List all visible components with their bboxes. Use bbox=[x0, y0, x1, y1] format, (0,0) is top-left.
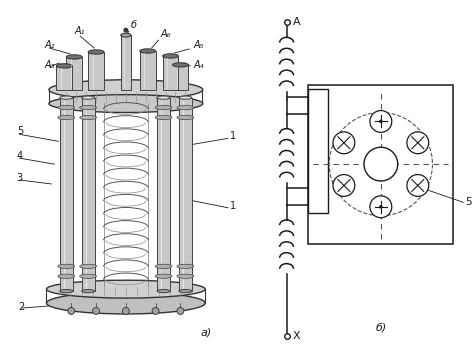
Polygon shape bbox=[163, 56, 178, 90]
Ellipse shape bbox=[49, 80, 203, 100]
Circle shape bbox=[123, 28, 128, 33]
Text: A₃: A₃ bbox=[323, 185, 333, 194]
Text: A₁: A₁ bbox=[74, 26, 85, 36]
Ellipse shape bbox=[121, 34, 131, 37]
Ellipse shape bbox=[155, 115, 172, 120]
Circle shape bbox=[370, 111, 392, 132]
Ellipse shape bbox=[179, 289, 192, 293]
Ellipse shape bbox=[80, 106, 97, 109]
Polygon shape bbox=[121, 35, 131, 90]
Ellipse shape bbox=[58, 115, 75, 120]
Polygon shape bbox=[56, 66, 72, 90]
Circle shape bbox=[333, 174, 355, 196]
Circle shape bbox=[122, 308, 129, 314]
Text: A₄: A₄ bbox=[193, 60, 204, 70]
Polygon shape bbox=[82, 98, 95, 291]
Ellipse shape bbox=[60, 289, 73, 293]
Polygon shape bbox=[140, 51, 155, 90]
Text: A₅: A₅ bbox=[193, 40, 204, 50]
Polygon shape bbox=[66, 57, 82, 90]
Ellipse shape bbox=[157, 289, 170, 293]
Text: A₆: A₆ bbox=[161, 29, 171, 39]
Circle shape bbox=[152, 308, 159, 314]
Polygon shape bbox=[157, 98, 170, 291]
Ellipse shape bbox=[157, 96, 170, 99]
Ellipse shape bbox=[155, 264, 172, 269]
Ellipse shape bbox=[163, 54, 178, 58]
Ellipse shape bbox=[173, 63, 188, 67]
Ellipse shape bbox=[58, 264, 75, 269]
Ellipse shape bbox=[58, 106, 75, 109]
Polygon shape bbox=[179, 98, 192, 291]
Ellipse shape bbox=[82, 289, 95, 293]
Text: A₆: A₆ bbox=[429, 134, 438, 143]
Text: 2: 2 bbox=[18, 302, 25, 312]
Ellipse shape bbox=[80, 274, 97, 278]
Circle shape bbox=[407, 132, 428, 154]
Circle shape bbox=[177, 308, 184, 314]
Ellipse shape bbox=[49, 95, 203, 112]
Ellipse shape bbox=[58, 274, 75, 278]
Ellipse shape bbox=[60, 96, 73, 99]
Text: 5: 5 bbox=[465, 197, 472, 207]
Ellipse shape bbox=[179, 96, 192, 99]
Ellipse shape bbox=[46, 292, 205, 314]
Ellipse shape bbox=[82, 96, 95, 99]
Text: A₅: A₅ bbox=[429, 185, 438, 194]
Ellipse shape bbox=[80, 115, 97, 120]
Ellipse shape bbox=[66, 55, 82, 59]
Ellipse shape bbox=[155, 274, 172, 278]
Text: A₃: A₃ bbox=[45, 60, 55, 70]
Text: A₂: A₂ bbox=[45, 40, 55, 50]
Text: A₁: A₁ bbox=[378, 103, 388, 112]
Text: 4: 4 bbox=[17, 151, 23, 161]
Text: б): б) bbox=[376, 323, 387, 333]
Text: A₂: A₂ bbox=[323, 134, 333, 143]
Text: 5: 5 bbox=[17, 126, 23, 136]
Circle shape bbox=[370, 196, 392, 218]
Circle shape bbox=[379, 120, 383, 123]
Circle shape bbox=[379, 205, 383, 209]
Text: 3: 3 bbox=[17, 173, 23, 183]
Text: A: A bbox=[292, 17, 300, 27]
Text: A₄: A₄ bbox=[378, 217, 388, 226]
Ellipse shape bbox=[56, 64, 72, 68]
Text: X: X bbox=[292, 331, 300, 341]
Circle shape bbox=[92, 308, 100, 314]
Ellipse shape bbox=[155, 106, 172, 109]
Ellipse shape bbox=[177, 274, 194, 278]
Polygon shape bbox=[309, 85, 453, 243]
Ellipse shape bbox=[46, 280, 205, 298]
Polygon shape bbox=[60, 98, 73, 291]
Text: а): а) bbox=[200, 328, 211, 338]
Polygon shape bbox=[309, 89, 328, 213]
Ellipse shape bbox=[140, 49, 155, 53]
Ellipse shape bbox=[121, 33, 131, 37]
Polygon shape bbox=[173, 65, 188, 90]
Circle shape bbox=[68, 308, 75, 314]
Ellipse shape bbox=[177, 115, 194, 120]
Ellipse shape bbox=[88, 50, 104, 54]
Text: 1: 1 bbox=[230, 131, 236, 141]
Ellipse shape bbox=[177, 106, 194, 109]
Polygon shape bbox=[88, 52, 104, 90]
Circle shape bbox=[364, 147, 398, 181]
Ellipse shape bbox=[177, 264, 194, 269]
Text: б: б bbox=[131, 20, 137, 30]
Text: 1: 1 bbox=[230, 201, 236, 211]
Ellipse shape bbox=[80, 264, 97, 269]
Circle shape bbox=[407, 174, 428, 196]
Circle shape bbox=[333, 132, 355, 154]
